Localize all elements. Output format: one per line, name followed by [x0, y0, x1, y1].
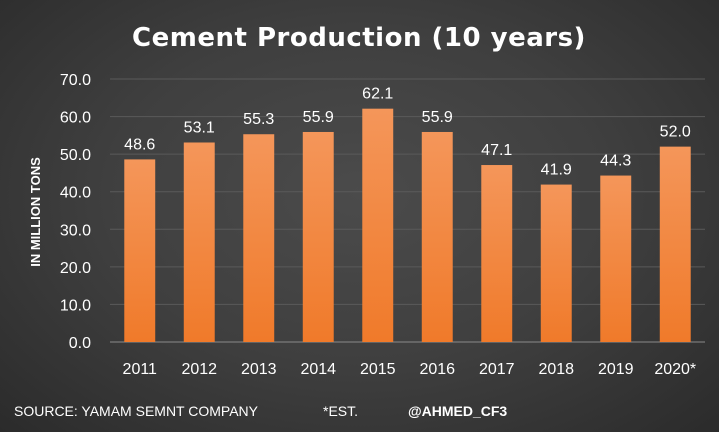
y-tick-label: 20.0	[60, 260, 91, 277]
data-label: 62.1	[362, 86, 393, 103]
x-tick-label: 2011	[123, 361, 158, 378]
data-label: 55.9	[303, 109, 334, 126]
bar	[183, 142, 215, 342]
x-tick-label: 2019	[598, 361, 634, 378]
data-label: 44.3	[600, 153, 631, 170]
footer-source: SOURCE: YAMAM SEMNT COMPANY	[14, 403, 258, 419]
chart-title: Cement Production (10 years)	[132, 23, 586, 53]
bar	[302, 131, 334, 342]
data-label: 55.9	[422, 109, 453, 126]
y-tick-label: 40.0	[60, 185, 91, 202]
x-tick-label: 2018	[538, 361, 574, 378]
bar	[362, 108, 394, 342]
y-tick-label: 0.0	[69, 335, 91, 352]
bar	[481, 165, 513, 342]
y-tick-label: 30.0	[60, 222, 91, 239]
bar	[421, 131, 453, 342]
data-label: 55.3	[243, 111, 274, 128]
data-label: 53.1	[184, 119, 215, 136]
x-tick-label: 2017	[479, 361, 515, 378]
data-label: 41.9	[541, 162, 572, 179]
y-tick-label: 70.0	[60, 72, 91, 89]
bar	[124, 159, 156, 342]
data-label: 48.6	[124, 136, 155, 153]
footer-est-note: *EST.	[323, 403, 359, 419]
y-tick-label: 10.0	[60, 297, 91, 314]
data-label: 52.0	[660, 124, 691, 141]
x-tick-label: 2015	[360, 361, 396, 378]
x-tick-label: 2020*	[654, 361, 696, 378]
bar	[243, 134, 275, 342]
y-axis-label: IN MILLION TONS	[28, 157, 43, 267]
x-tick-label: 2013	[241, 361, 277, 378]
y-tick-label: 60.0	[60, 110, 91, 127]
x-tick-label: 2014	[300, 361, 336, 378]
bar	[659, 146, 691, 342]
bar	[600, 175, 632, 342]
footer-handle: @AHMED_CF3	[408, 403, 508, 419]
data-label: 47.1	[481, 142, 512, 159]
y-tick-label: 50.0	[60, 147, 91, 164]
x-tick-label: 2012	[181, 361, 217, 378]
x-tick-label: 2016	[419, 361, 455, 378]
bar	[540, 184, 572, 342]
